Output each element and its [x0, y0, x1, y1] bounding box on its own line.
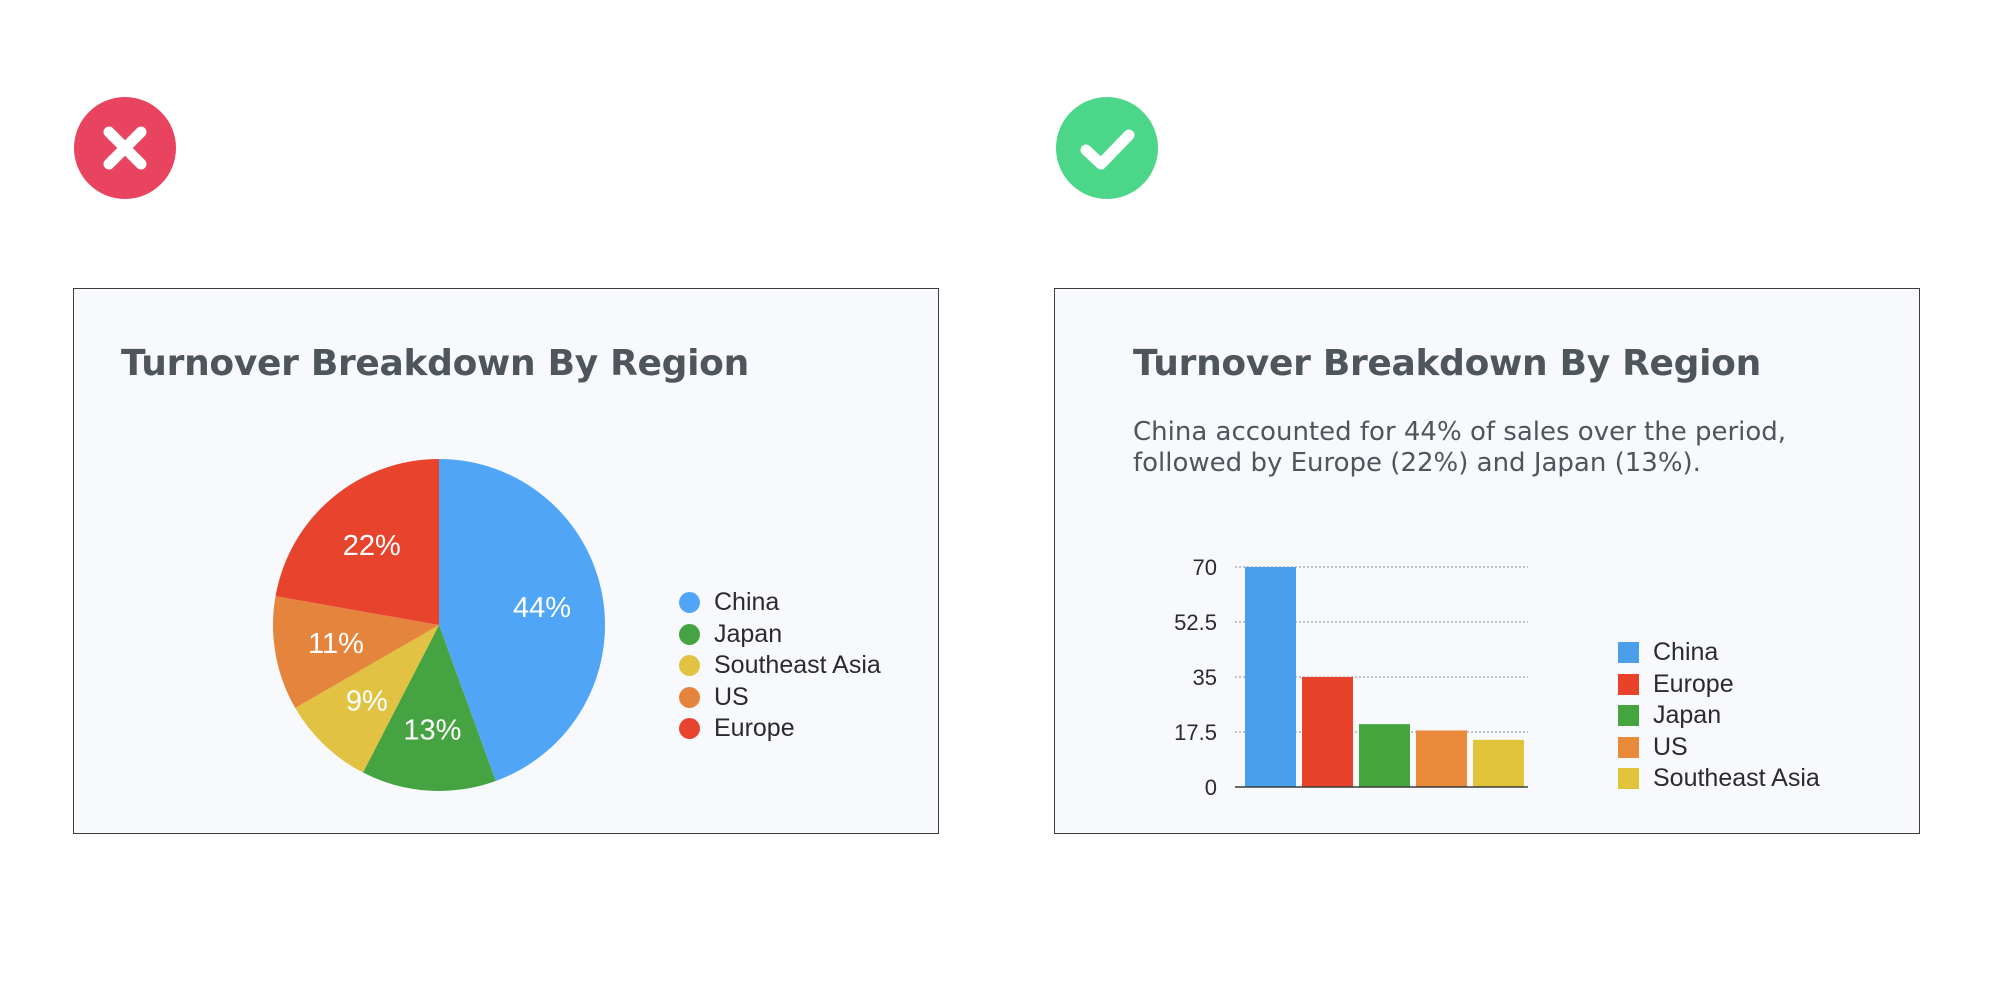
- legend-item-southeast-asia: Southeast Asia: [1618, 763, 1820, 795]
- legend-swatch: [1618, 642, 1639, 664]
- pie-slice-japan: [362, 625, 496, 791]
- legend-label: US: [714, 682, 749, 711]
- legend-item-europe: Europe: [1618, 669, 1820, 701]
- legend-swatch: [679, 655, 700, 677]
- pie-slice-europe: [275, 459, 439, 625]
- legend-item-japan: Japan: [679, 619, 881, 651]
- legend-label: China: [714, 588, 780, 617]
- pie-label-china: 44%: [513, 592, 571, 624]
- bar-japan: [1359, 724, 1410, 787]
- legend-label: Southeast Asia: [714, 651, 881, 680]
- pie-slice-china: [439, 459, 605, 781]
- y-tick-label: 70: [1193, 555, 1217, 580]
- bar-europe: [1302, 677, 1353, 787]
- pie-label-us: 11%: [308, 628, 364, 660]
- legend-label: Japan: [1653, 701, 1722, 730]
- legend-swatch: [679, 686, 700, 708]
- legend-item-us: US: [1618, 732, 1820, 764]
- pie-slice-us: [273, 596, 439, 708]
- pie-chart: 44% 13% 9% 11% 22%: [273, 459, 605, 791]
- bar-panel-title: Turnover Breakdown By Region: [1133, 343, 1761, 384]
- legend-swatch: [1618, 768, 1639, 790]
- legend-item-southeast-asia: Southeast Asia: [679, 650, 881, 682]
- legend-swatch: [1618, 673, 1639, 695]
- legend-swatch: [1618, 736, 1639, 758]
- legend-item-china: China: [1618, 637, 1820, 669]
- legend-label: US: [1653, 732, 1688, 761]
- pie-label-southeast-asia: 9%: [346, 686, 388, 718]
- pie-label-europe: 22%: [343, 530, 401, 562]
- pie-label-japan: 13%: [403, 714, 461, 746]
- bar-us: [1416, 730, 1467, 787]
- legend-item-europe: Europe: [679, 713, 881, 745]
- legend-item-us: US: [679, 682, 881, 714]
- y-tick-label: 35: [1193, 665, 1217, 690]
- bar-chart-panel: Turnover Breakdown By Region China accou…: [1054, 288, 1920, 834]
- y-tick-label: 52.5: [1174, 610, 1217, 635]
- y-tick-label: 0: [1205, 775, 1217, 800]
- y-tick-label: 17.5: [1174, 720, 1217, 745]
- legend-item-japan: Japan: [1618, 700, 1820, 732]
- legend-label: Europe: [714, 714, 795, 743]
- bar-southeast-asia: [1473, 739, 1524, 787]
- bar-chart: 0 17.5 35 52.5 70: [1174, 555, 1528, 800]
- x-badge-icon: [74, 97, 176, 199]
- pie-legend: China Japan Southeast Asia US Europe: [679, 587, 881, 745]
- pie-chart-panel: Turnover Breakdown By Region 44% 13% 9% 11%…: [73, 288, 939, 834]
- summary-text: China accounted for 44% of sales over th…: [1133, 417, 1787, 478]
- legend-swatch: [679, 623, 700, 645]
- legend-label: Southeast Asia: [1653, 764, 1820, 793]
- pie-slice-southeast-asia: [295, 625, 439, 773]
- bar-china: [1245, 567, 1296, 787]
- legend-item-china: China: [679, 587, 881, 619]
- legend-label: Japan: [714, 619, 783, 648]
- legend-swatch: [1618, 705, 1639, 727]
- legend-label: Europe: [1653, 669, 1734, 698]
- legend-swatch: [679, 718, 700, 740]
- checkmark-badge-icon: [1056, 97, 1158, 199]
- bar-legend: China Europe Japan US Southeast Asia: [1618, 637, 1820, 795]
- legend-label: China: [1653, 638, 1719, 667]
- pie-panel-title: Turnover Breakdown By Region: [121, 343, 749, 384]
- legend-swatch: [679, 592, 700, 614]
